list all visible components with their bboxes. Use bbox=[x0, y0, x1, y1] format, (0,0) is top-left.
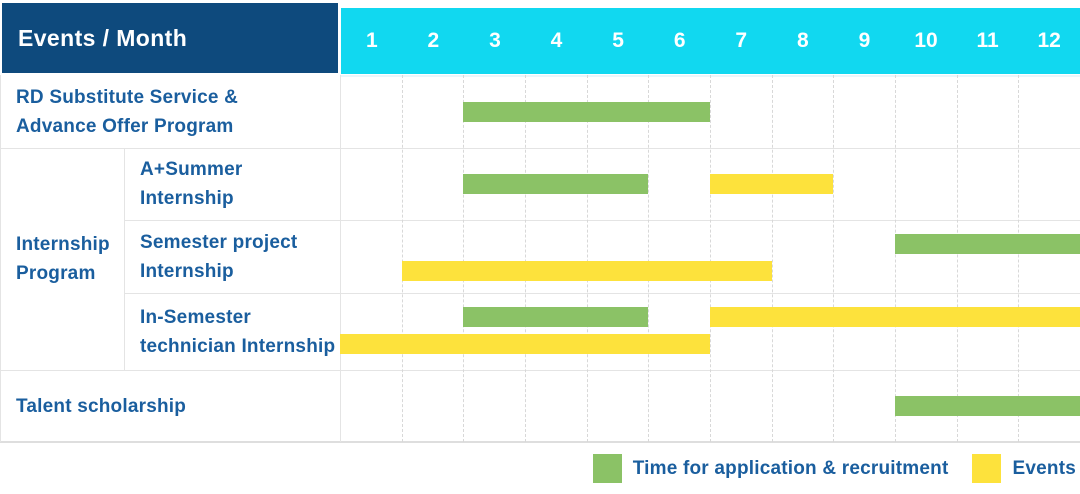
task-bar-application-in-semester-technician-internship bbox=[463, 307, 649, 327]
events-month-header: Events / Month bbox=[2, 3, 338, 73]
month-tick-4: 4 bbox=[550, 29, 563, 52]
group-label-internship-program: Internship Program bbox=[0, 148, 124, 370]
task-bar-events-in-semester-technician-internship bbox=[340, 334, 710, 354]
row-label-in-semester-technician-internship: In-Semester technician Internship bbox=[124, 293, 340, 370]
month-grid-line bbox=[833, 75, 835, 442]
task-bar-application-talent-scholarship bbox=[895, 396, 1080, 416]
row-label-line: Advance Offer Program bbox=[16, 115, 234, 137]
month-grid-line bbox=[710, 75, 711, 442]
row-label-talent-scholarship: Talent scholarship bbox=[0, 370, 340, 442]
legend-swatch-events-icon bbox=[972, 454, 1002, 483]
month-tick-9: 9 bbox=[858, 29, 871, 52]
month-grid-line bbox=[895, 75, 896, 442]
row-separator-line bbox=[0, 148, 1080, 149]
month-tick-6: 6 bbox=[673, 29, 686, 52]
group-label-line: Program bbox=[16, 263, 96, 284]
month-grid-line bbox=[525, 75, 526, 442]
header-title: Events / Month bbox=[18, 24, 188, 51]
group-label-line: Internship bbox=[16, 234, 110, 255]
month-grid-line bbox=[771, 75, 773, 442]
task-bar-events-a-summer-internship bbox=[710, 174, 834, 194]
month-tick-11: 11 bbox=[976, 29, 999, 52]
row-label-rd-substitute-service-advance-offer-program: RD Substitute Service & Advance Offer Pro… bbox=[0, 75, 340, 148]
task-bar-events-semester-project-internship bbox=[401, 261, 772, 281]
row-separator-line bbox=[124, 220, 1080, 221]
task-bar-events-in-semester-technician-internship bbox=[710, 307, 1080, 327]
month-grid-line bbox=[401, 75, 403, 442]
row-label-line: A+Summer bbox=[140, 159, 243, 180]
month-tick-7: 7 bbox=[735, 29, 748, 52]
row-separator-line bbox=[0, 370, 1080, 371]
legend-label-events: Events bbox=[1012, 457, 1076, 479]
legend-item-events: Events bbox=[972, 454, 1076, 483]
month-tick-10: 10 bbox=[914, 29, 938, 52]
group-label-separator-line bbox=[124, 148, 125, 370]
month-tick-8: 8 bbox=[796, 29, 809, 52]
row-label-line: Semester project bbox=[140, 231, 298, 253]
row-separator-line bbox=[124, 293, 1080, 294]
table-left-border bbox=[0, 75, 1, 442]
legend-swatch-application-icon bbox=[592, 454, 622, 483]
month-grid-line bbox=[463, 75, 465, 442]
month-tick-2: 2 bbox=[427, 29, 440, 52]
month-tick-5: 5 bbox=[612, 29, 624, 52]
legend: Time for application & recruitment Event… bbox=[569, 454, 1076, 483]
month-tick-12: 12 bbox=[1037, 29, 1061, 52]
month-grid-line bbox=[1018, 75, 1020, 442]
row-label-semester-project-internship: Semester project Internship bbox=[124, 220, 340, 293]
chart-grid: Internship Program RD Substitute Service &… bbox=[0, 75, 1080, 443]
row-label-line: Internship bbox=[140, 188, 234, 209]
month-grid-line bbox=[956, 75, 958, 442]
month-tick-3: 3 bbox=[489, 29, 501, 52]
label-grid-separator-line bbox=[340, 75, 341, 442]
task-bar-application-semester-project-internship bbox=[895, 234, 1080, 254]
legend-label-application: Time for application & recruitment bbox=[632, 457, 949, 479]
month-grid-line bbox=[586, 75, 588, 442]
row-label-line: Internship bbox=[140, 260, 234, 282]
task-bar-application-rd-substitute-service-advance-offer-program bbox=[463, 101, 710, 122]
task-bar-application-a-summer-internship bbox=[463, 174, 649, 194]
row-label-line: Talent scholarship bbox=[16, 395, 187, 417]
row-label-a-summer-internship: A+Summer Internship bbox=[124, 148, 340, 220]
row-label-line: RD Substitute Service & bbox=[16, 86, 239, 108]
row-label-line: technician Internship bbox=[140, 335, 336, 357]
month-tick-1: 1 bbox=[365, 29, 378, 52]
row-label-line: In-Semester bbox=[140, 306, 251, 328]
table-bottom-border bbox=[0, 441, 1080, 443]
month-axis: 1 2 3 4 5 6 7 8 9 10 11 12 bbox=[341, 8, 1080, 74]
month-grid-line bbox=[648, 75, 650, 442]
legend-item-application: Time for application & recruitment bbox=[592, 454, 949, 483]
